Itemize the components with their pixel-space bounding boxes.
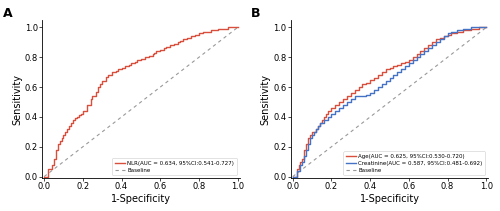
Text: A: A: [2, 7, 12, 20]
Legend: Age(AUC = 0.625, 95%CI:0.530-0.720), Creatinine(AUC = 0.587, 95%CI:0.481-0.692),: Age(AUC = 0.625, 95%CI:0.530-0.720), Cre…: [344, 151, 486, 175]
X-axis label: 1-Specificity: 1-Specificity: [111, 194, 171, 204]
Text: B: B: [252, 7, 261, 20]
Y-axis label: Sensitivity: Sensitivity: [260, 73, 270, 124]
X-axis label: 1-Specificity: 1-Specificity: [360, 194, 420, 204]
Y-axis label: Sensitivity: Sensitivity: [12, 73, 22, 124]
Legend: NLR(AUC = 0.634, 95%CI:0.541-0.727), Baseline: NLR(AUC = 0.634, 95%CI:0.541-0.727), Bas…: [112, 158, 237, 175]
